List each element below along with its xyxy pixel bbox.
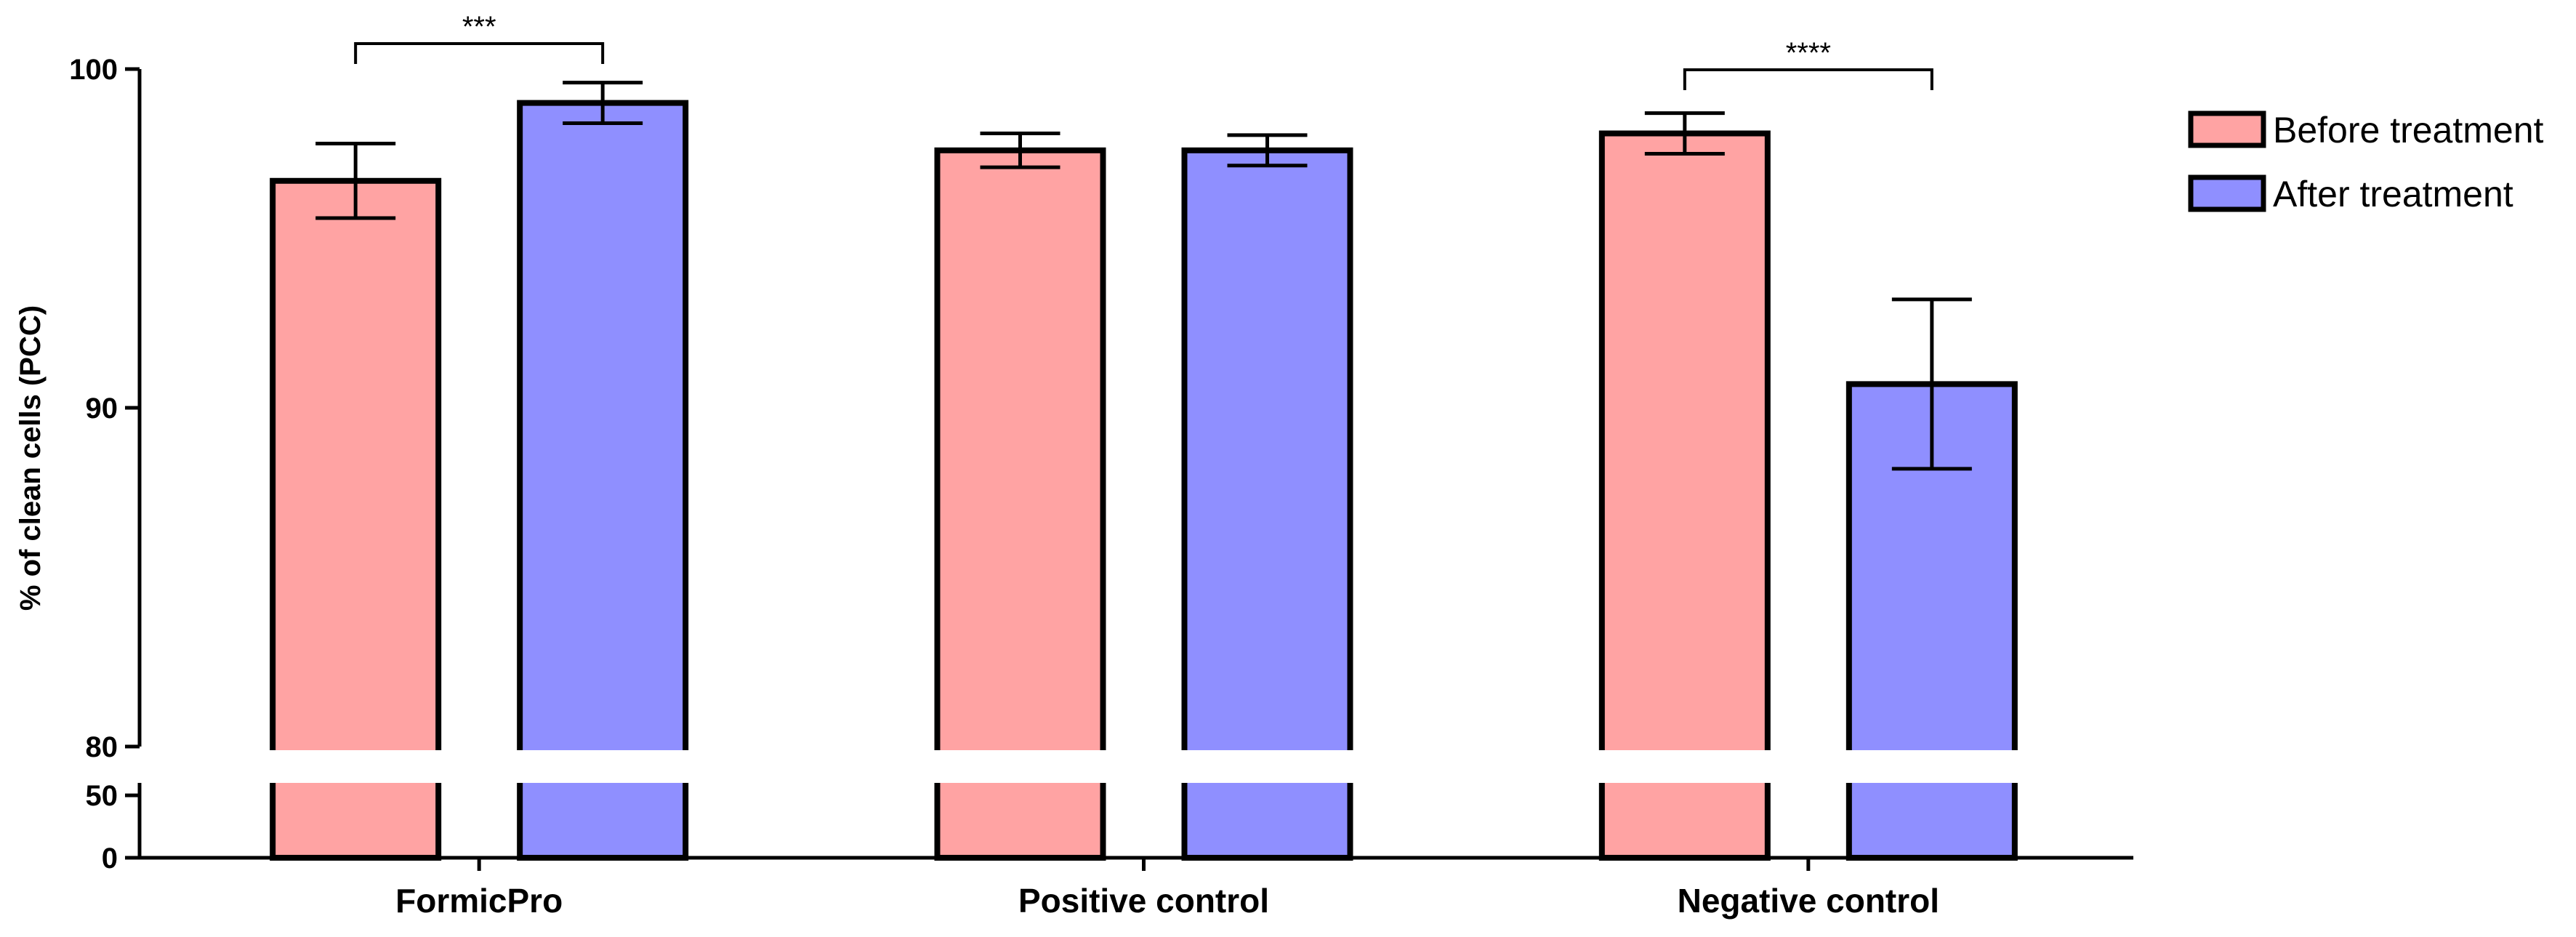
y-tick-label: 50: [86, 780, 118, 812]
category-label-2: Negative control: [1678, 882, 1939, 920]
y-axis-title: % of clean cells (PCC): [15, 305, 47, 611]
bar-after-treatment-1: [1181, 147, 1353, 861]
bar-after-treatment-0: [517, 100, 689, 861]
bar-before-treatment-1: [934, 147, 1106, 861]
category-label-0: FormicPro: [395, 882, 563, 920]
bars: [270, 100, 2018, 861]
significance-bracket-2: ****: [1683, 37, 1933, 90]
category-labels: FormicPro Positive control Negative contro…: [395, 882, 1939, 920]
legend-swatch: [2188, 110, 2266, 148]
significance-stars: ****: [1786, 37, 1831, 69]
y-tick-label: 90: [86, 393, 118, 425]
significance-stars: ***: [462, 11, 496, 43]
legend-entry-1: After treatment: [2188, 174, 2513, 214]
legend-entry-0: Before treatment: [2188, 110, 2544, 150]
y-tick-label: 80: [86, 731, 118, 763]
legend-swatch: [2188, 174, 2266, 212]
error-bar: [1227, 133, 1308, 168]
error-bars: [315, 81, 1972, 471]
significance-bracket-0: ***: [354, 11, 605, 64]
significance-brackets: *******: [354, 11, 1933, 90]
axis-break-gap: [125, 750, 2148, 783]
y-ticks: 80 90 100 0 50: [69, 54, 140, 874]
bracket-line: [1683, 68, 1933, 90]
legend-label: After treatment: [2273, 174, 2513, 214]
error-bar: [563, 81, 643, 126]
legend-label: Before treatment: [2273, 110, 2544, 150]
y-tick-label: 0: [102, 843, 118, 874]
error-bar: [1891, 297, 1972, 471]
error-bar: [1644, 111, 1725, 156]
bar-before-treatment-2: [1598, 130, 1771, 861]
axis-break-band: [125, 750, 2148, 783]
category-label-1: Positive control: [1018, 882, 1269, 920]
legend: Before treatment After treatment: [2188, 110, 2544, 214]
error-bar: [980, 132, 1060, 169]
error-bar: [315, 142, 396, 220]
y-tick-label: 100: [69, 54, 118, 86]
bracket-line: [354, 42, 605, 64]
bar-before-treatment-0: [270, 177, 442, 861]
